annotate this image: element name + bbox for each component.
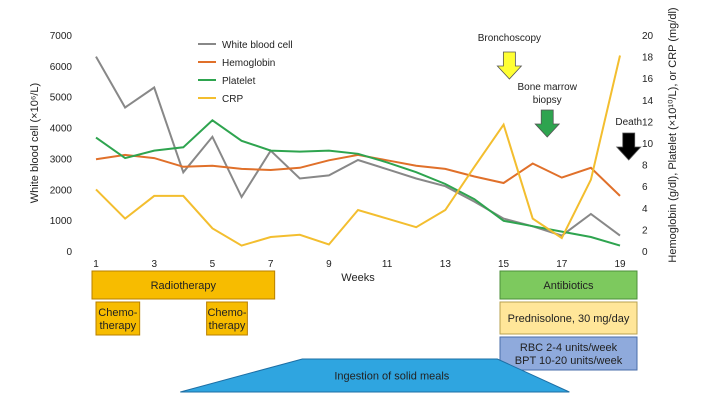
- x-tick-label: 17: [556, 259, 568, 270]
- x-tick-label: 9: [326, 259, 332, 270]
- treatment-label-chemo-therapy: Chemo-therapy: [207, 307, 246, 332]
- y-axis-left-label: White blood cell (×10⁶/L): [29, 83, 41, 203]
- treatment-label-ingestion-of-solid-meals: Ingestion of solid meals: [334, 371, 449, 383]
- x-tick-label: 15: [498, 259, 510, 270]
- x-tick-label: 13: [440, 259, 452, 270]
- y-right-tick-label: 4: [642, 204, 648, 215]
- treatment-label-radiotherapy: Radiotherapy: [151, 280, 217, 292]
- y-right-tick-label: 12: [642, 117, 654, 128]
- y-right-tick-label: 16: [642, 74, 654, 85]
- y-left-tick-label: 2000: [50, 185, 73, 196]
- y-right-tick-label: 6: [642, 182, 648, 193]
- annotation-arrow-death: [615, 132, 642, 161]
- y-right-tick-label: 10: [642, 139, 654, 150]
- y-left-tick-label: 7000: [50, 31, 73, 42]
- y-axis-right-label: Hemoglobin (g/dl), Platelet (×10¹⁰/L), o…: [667, 7, 679, 262]
- y-left-tick-label: 4000: [50, 124, 73, 135]
- annotation-label-line: biopsy: [533, 95, 562, 106]
- annotation-label-line: Bone marrow: [517, 82, 577, 93]
- x-tick-label: 7: [268, 259, 274, 270]
- treatment-label-line: therapy: [99, 320, 136, 332]
- annotation-arrow-bone-marrow-biopsy: [534, 109, 561, 138]
- treatment-label-rbc-2-4-units-week-bpt-10-20-units-week: RBC 2-4 units/week BPT 10-20 units/week: [515, 342, 623, 367]
- treatment-label-line: Chemo-: [98, 307, 137, 319]
- x-tick-label: 19: [614, 259, 626, 270]
- annotation-label-bone-marrow-biopsy: Bone marrow biopsy: [517, 82, 577, 106]
- y-right-tick-label: 14: [642, 96, 654, 107]
- series-line-platelet: [95, 119, 621, 247]
- annotation-label-bronchoscopy: Bronchoscopy: [478, 33, 541, 44]
- x-axis-label: Weeks: [341, 272, 375, 284]
- treatment-label-line: Radiotherapy: [151, 280, 217, 292]
- legend-label-hemoglobin: Hemoglobin: [222, 58, 275, 69]
- annotation-label-death: Death: [615, 117, 642, 128]
- treatment-label-line: therapy: [209, 320, 246, 332]
- x-tick-label: 1: [93, 259, 99, 270]
- treatment-rbc-2-4-units-week-bpt-10-20-units-week: [499, 336, 638, 371]
- y-left-tick-label: 5000: [50, 93, 73, 104]
- annotation-arrow-bronchoscopy: [496, 51, 523, 80]
- legend-label-platelet: Platelet: [222, 76, 256, 87]
- y-right-tick-label: 8: [642, 161, 648, 172]
- series-line-crp: [95, 55, 621, 247]
- y-right-tick-label: 18: [642, 53, 654, 64]
- treatment-radiotherapy: [91, 270, 276, 300]
- treatment-label-chemo-therapy: Chemo-therapy: [98, 307, 137, 332]
- treatment-antibiotics: [499, 270, 638, 300]
- treatment-label-antibiotics: Antibiotics: [543, 280, 594, 292]
- treatment-label-line: Antibiotics: [543, 280, 594, 292]
- series-line-hemoglobin: [95, 153, 621, 197]
- treatment-chemo-therapy: [95, 301, 141, 336]
- treatment-ingestion-of-solid-meals: [180, 358, 570, 393]
- y-right-tick-label: 2: [642, 225, 648, 236]
- treatment-label-line: RBC 2-4 units/week: [520, 342, 618, 354]
- x-tick-label: 3: [151, 259, 157, 270]
- treatment-prednisolone-30-mg-day: [499, 301, 638, 335]
- y-right-tick-label: 0: [642, 247, 648, 258]
- y-right-tick-label: 20: [642, 31, 654, 42]
- treatment-label-prednisolone-30-mg-day: Prednisolone, 30 mg/day: [508, 313, 630, 325]
- y-left-tick-label: 1000: [50, 216, 73, 227]
- treatment-chemo-therapy: [206, 301, 248, 336]
- y-left-tick-label: 3000: [50, 154, 73, 165]
- y-left-tick-label: 6000: [50, 62, 73, 73]
- treatment-label-line: BPT 10-20 units/week: [515, 355, 623, 367]
- legend-label-white-blood-cell: White blood cell: [222, 40, 293, 51]
- treatment-label-line: Chemo-: [207, 307, 246, 319]
- legend-label-crp: CRP: [222, 94, 243, 105]
- x-tick-label: 5: [210, 259, 216, 270]
- x-tick-label: 11: [382, 259, 393, 270]
- y-left-tick-label: 0: [66, 247, 72, 258]
- treatment-label-line: Prednisolone, 30 mg/day: [508, 313, 630, 325]
